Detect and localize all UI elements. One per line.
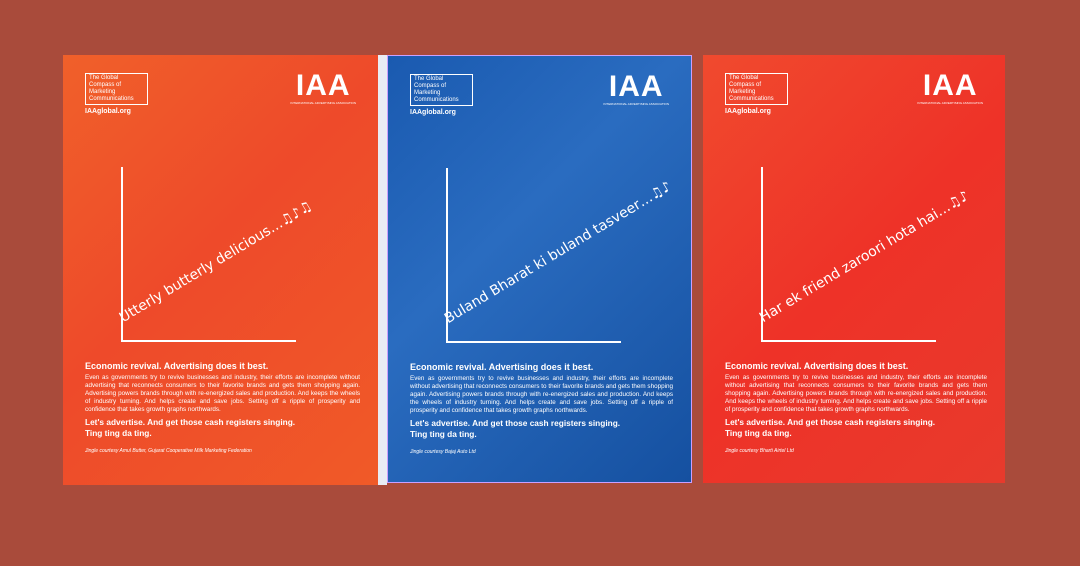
- poster-body: Economic revival. Advertising does it be…: [410, 362, 673, 455]
- jingle-slogan: Har ek friend zaroori hota hai…♫♪: [756, 188, 972, 326]
- headline: Economic revival. Advertising does it be…: [725, 361, 909, 371]
- graph-x-axis: [761, 340, 936, 342]
- logo-text: IAA: [922, 69, 978, 102]
- tagline-box: The Global Compass of Marketing Communic…: [410, 74, 473, 106]
- website-url: IAAglobal.org: [410, 109, 456, 116]
- poster-header: The Global Compass of Marketing Communic…: [410, 74, 473, 117]
- call-to-action-jingle: Ting ting da ting.: [725, 427, 792, 438]
- poster-divider: [378, 55, 387, 485]
- logo-text: IAA: [295, 69, 351, 102]
- jingle-slogan: Utterly butterly delicious…♫♪♫: [116, 198, 315, 326]
- call-to-action: Let's advertise. And get those cash regi…: [725, 417, 936, 427]
- website-url: IAAglobal.org: [725, 108, 771, 115]
- logo-subtitle: INTERNATIONAL ADVERTISING ASSOCIATION: [290, 101, 356, 105]
- graph-y-axis: [121, 167, 123, 342]
- body-copy: Even as governments try to revive busine…: [85, 374, 360, 413]
- tagline-box: The Global Compass of Marketing Communic…: [725, 73, 788, 105]
- logo-subtitle: INTERNATIONAL ADVERTISING ASSOCIATION: [917, 101, 983, 105]
- call-to-action-jingle: Ting ting da ting.: [85, 427, 152, 438]
- poster-airtel: The Global Compass of Marketing Communic…: [703, 55, 1005, 483]
- graph-y-axis: [761, 167, 763, 342]
- body-copy: Even as governments try to revive busine…: [410, 375, 673, 414]
- logo-subtitle: INTERNATIONAL ADVERTISING ASSOCIATION: [603, 102, 669, 106]
- graph-x-axis: [121, 340, 296, 342]
- jingle-slogan: Buland Bharat ki buland tasveer…♫♪: [441, 178, 675, 327]
- graph-y-axis: [446, 168, 448, 343]
- call-to-action-jingle: Ting ting da ting.: [410, 428, 477, 439]
- jingle-credit: Jingle courtesy Bajaj Auto Ltd: [410, 449, 476, 455]
- iaa-logo: IAA INTERNATIONAL ADVERTISING ASSOCIATION: [603, 70, 669, 107]
- headline: Economic revival. Advertising does it be…: [410, 362, 594, 372]
- iaa-logo: IAA INTERNATIONAL ADVERTISING ASSOCIATION: [290, 69, 356, 106]
- tagline-box: The Global Compass of Marketing Communic…: [85, 73, 148, 105]
- poster-body: Economic revival. Advertising does it be…: [725, 361, 987, 454]
- iaa-logo: IAA INTERNATIONAL ADVERTISING ASSOCIATION: [917, 69, 983, 106]
- jingle-credit: Jingle courtesy Bharti Airtel Ltd: [725, 448, 794, 454]
- call-to-action: Let's advertise. And get those cash regi…: [410, 418, 621, 428]
- graph-x-axis: [446, 341, 621, 343]
- website-url: IAAglobal.org: [85, 108, 131, 115]
- logo-text: IAA: [608, 70, 664, 103]
- poster-bajaj: The Global Compass of Marketing Communic…: [387, 55, 692, 483]
- poster-body: Economic revival. Advertising does it be…: [85, 361, 360, 454]
- body-copy: Even as governments try to revive busine…: [725, 374, 987, 413]
- poster-amul: The Global Compass of Marketing Communic…: [63, 55, 378, 485]
- poster-header: The Global Compass of Marketing Communic…: [85, 73, 148, 116]
- call-to-action: Let's advertise. And get those cash regi…: [85, 417, 296, 427]
- jingle-credit: Jingle courtesy Amul Butter, Gujarat Coo…: [85, 448, 252, 454]
- headline: Economic revival. Advertising does it be…: [85, 361, 269, 371]
- poster-header: The Global Compass of Marketing Communic…: [725, 73, 788, 116]
